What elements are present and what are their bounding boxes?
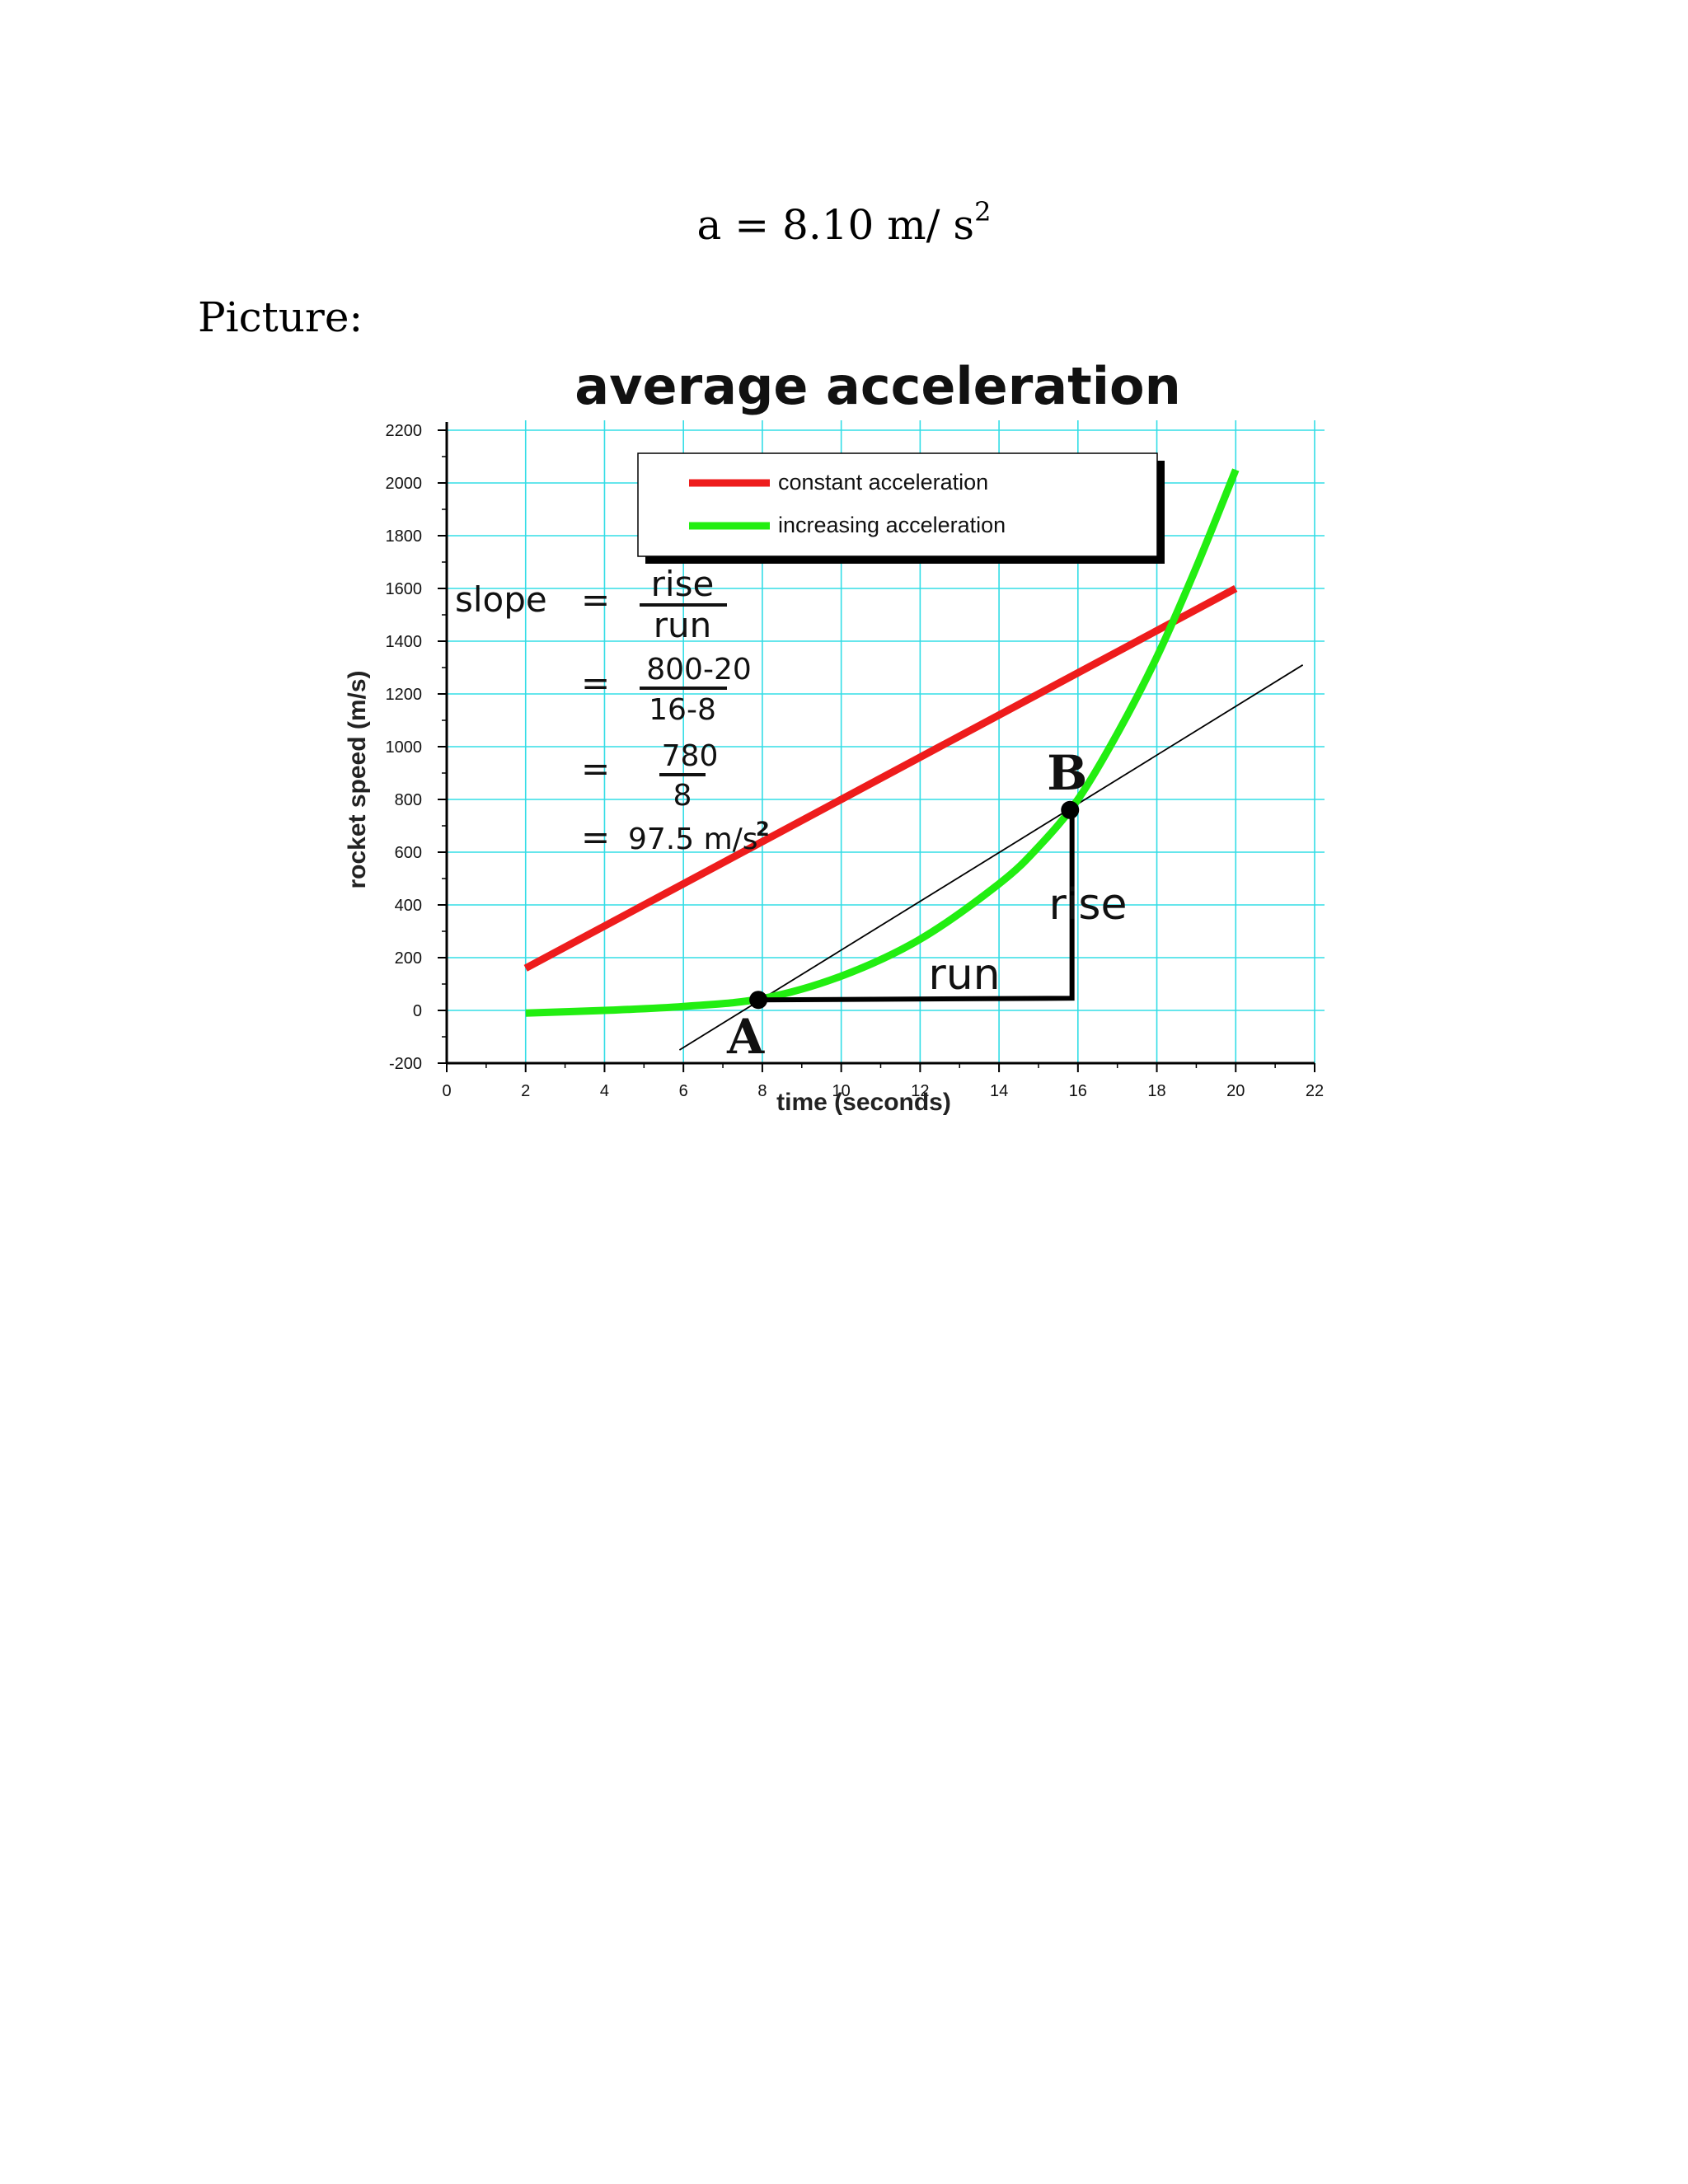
slope-result: 97.5 m/s xyxy=(628,823,758,856)
point-a-label: A xyxy=(726,1009,765,1065)
x-tick-label: 0 xyxy=(442,1082,451,1100)
y-tick-label: 2200 xyxy=(386,422,423,440)
slope-equals-1: = xyxy=(581,579,610,620)
point-a xyxy=(749,991,768,1010)
y-tick-label: 1800 xyxy=(386,527,423,546)
run-rise-bracket xyxy=(758,809,1075,1003)
chart-title: average acceleration xyxy=(574,356,1180,416)
y-axis-label: rocket speed (m/s) xyxy=(344,670,371,888)
x-tick-label: 12 xyxy=(911,1082,929,1100)
y-tick-label: 1000 xyxy=(386,738,423,757)
y-tick-label: 400 xyxy=(395,897,422,915)
x-tick-label: 6 xyxy=(679,1082,688,1100)
x-axis-label: time (seconds) xyxy=(776,1089,951,1116)
point-b xyxy=(1061,800,1080,819)
series-constant-acceleration xyxy=(523,585,1238,972)
run-label: run xyxy=(928,950,1000,1000)
acceleration-chart: 0 2 4 6 8 10 12 14 16 18 20 22 -200 0 200 400 600 800 1000… xyxy=(344,356,1325,1116)
legend-box xyxy=(637,452,1158,557)
y-tick-label: 200 xyxy=(395,949,422,968)
y-tick-label: 800 xyxy=(395,791,422,809)
x-tick-label: 8 xyxy=(757,1082,767,1100)
acceleration-equation: a = 8.10 m/ s2 xyxy=(0,196,1688,254)
slope-label: slope xyxy=(455,579,547,620)
series-increasing-acceleration xyxy=(525,468,1240,1017)
x-tick-label: 20 xyxy=(1226,1082,1245,1100)
x-tick-label: 22 xyxy=(1306,1082,1324,1100)
fraction1-numerator: rise xyxy=(651,564,715,604)
x-tick-label: 14 xyxy=(990,1082,1008,1100)
x-tick-label: 10 xyxy=(832,1082,851,1100)
fraction3-denominator: 8 xyxy=(673,779,692,813)
fraction1-denominator: run xyxy=(654,605,712,645)
y-tick-label: 1600 xyxy=(386,580,423,598)
slope-result-exponent: 2 xyxy=(756,818,770,841)
tangent-line xyxy=(678,664,1304,1051)
y-tick-label: 1200 xyxy=(386,686,423,704)
picture-label: Picture: xyxy=(198,293,363,341)
x-tick-label: 18 xyxy=(1147,1082,1165,1100)
y-tick-label: 0 xyxy=(413,1002,422,1020)
equation-base: a = 8.10 m/ s xyxy=(696,201,975,249)
rise-label: rise xyxy=(1049,880,1128,930)
x-tick-label: 2 xyxy=(521,1082,530,1100)
y-tick-label: 2000 xyxy=(386,475,423,493)
x-tick-label: 4 xyxy=(600,1082,609,1100)
acceleration-figure: 0 2 4 6 8 10 12 14 16 18 20 22 -200 0 200 400 600 800 1000… xyxy=(330,354,1360,1162)
fraction2-numerator: 800-20 xyxy=(646,653,752,687)
x-tick-label: 16 xyxy=(1069,1082,1087,1100)
legend-label-increasing: increasing acceleration xyxy=(778,513,1006,537)
y-tick-label: -200 xyxy=(389,1055,422,1073)
slope-equals-3: = xyxy=(581,748,610,789)
legend-label-constant: constant acceleration xyxy=(778,470,988,494)
fraction2-denominator: 16-8 xyxy=(649,693,716,727)
y-tick-label: 600 xyxy=(395,844,422,862)
point-b-label: B xyxy=(1047,745,1087,801)
fraction3-numerator: 780 xyxy=(662,739,719,773)
y-tick-label: 1400 xyxy=(386,633,423,651)
slope-equals-4: = xyxy=(581,817,610,857)
slope-equals-2: = xyxy=(581,663,610,703)
equation-exponent: 2 xyxy=(974,196,992,227)
